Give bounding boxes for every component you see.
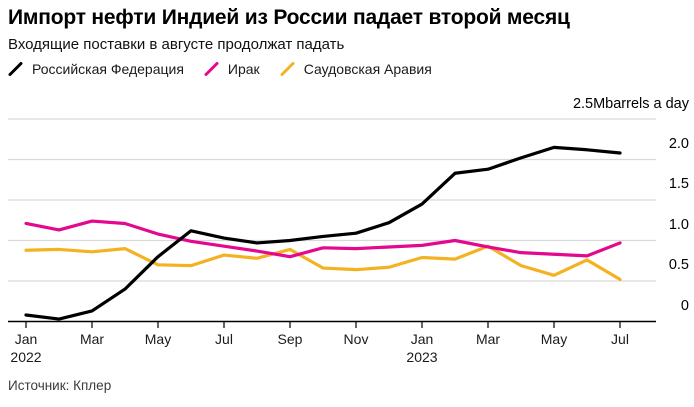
x-tick-month: May xyxy=(540,331,568,347)
x-axis-tick-label: Mar xyxy=(52,330,132,348)
legend-item-1: Ирак xyxy=(204,61,260,77)
x-tick-month: May xyxy=(144,331,172,347)
x-tick-month: Jul xyxy=(611,331,629,347)
x-axis-tick-label: May xyxy=(514,330,594,348)
x-axis-tick-label: May xyxy=(118,330,198,348)
legend-item-2: Саудовская Аравия xyxy=(280,61,432,77)
x-axis-tick-label: Jan 2023 xyxy=(382,330,462,366)
legend-item-0: Российская Федерация xyxy=(8,61,184,77)
chart-title: Импорт нефти Индией из России падает вто… xyxy=(8,6,570,29)
series-line-Саудовская Аравия xyxy=(24,244,622,281)
series-line-Ирак xyxy=(24,219,622,259)
legend-label: Саудовская Аравия xyxy=(303,61,432,77)
legend-label: Ирак xyxy=(227,61,260,77)
chart-subtitle: Входящие поставки в августе продолжат па… xyxy=(8,36,345,53)
y-axis-tick-label: 0.5 xyxy=(668,257,689,273)
x-axis-tick-label: Mar xyxy=(448,330,528,348)
legend-slash xyxy=(8,62,23,76)
legend-slash xyxy=(204,62,219,76)
x-tick-month: Jul xyxy=(215,331,233,347)
y-axis-unit-label: 2.5Mbarrels a day xyxy=(572,96,689,112)
legend: Российская Федерация Ирак Саудовская Арави… xyxy=(8,61,432,77)
x-axis-tick-label: Jul xyxy=(580,330,660,348)
x-tick-month: Nov xyxy=(343,331,369,347)
x-tick-month: Jan xyxy=(14,331,38,347)
legend-slash-icon xyxy=(204,62,219,76)
x-axis-tick-label: Jul xyxy=(184,330,264,348)
x-tick-month: Mar xyxy=(79,331,105,347)
x-tick-month: Jan xyxy=(410,331,434,347)
x-tick-month: Sep xyxy=(277,331,303,347)
x-axis-tick-label: Nov xyxy=(316,330,396,348)
legend-slash-icon xyxy=(8,62,23,76)
x-axis-tick-label: Sep xyxy=(250,330,330,348)
legend-slash xyxy=(280,62,295,76)
series-line-Российская Федерация xyxy=(24,145,622,321)
x-tick-year: 2022 xyxy=(10,349,42,365)
legend-label: Российская Федерация xyxy=(32,61,184,77)
x-tick-year: 2023 xyxy=(406,349,438,365)
x-axis-tick-label: Jan 2022 xyxy=(0,330,66,366)
y-axis-tick-label: 1.0 xyxy=(668,216,689,233)
legend-slash-icon xyxy=(280,62,295,76)
y-axis-tick-label: 1.5 xyxy=(668,176,689,192)
x-tick-month: Mar xyxy=(475,331,501,347)
source-note: Источник: Кплер xyxy=(8,378,112,393)
y-axis-tick-label: 2.0 xyxy=(668,135,689,152)
y-axis-tick-label: 0 xyxy=(680,297,689,314)
